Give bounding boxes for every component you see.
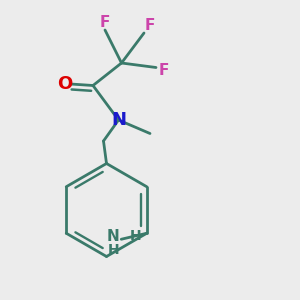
Text: O: O — [58, 75, 73, 93]
Text: H: H — [108, 243, 120, 257]
Text: F: F — [100, 15, 110, 30]
Text: F: F — [144, 18, 154, 33]
Text: N: N — [111, 111, 126, 129]
Text: N: N — [107, 229, 120, 244]
Text: F: F — [158, 63, 169, 78]
Text: H: H — [130, 229, 141, 243]
